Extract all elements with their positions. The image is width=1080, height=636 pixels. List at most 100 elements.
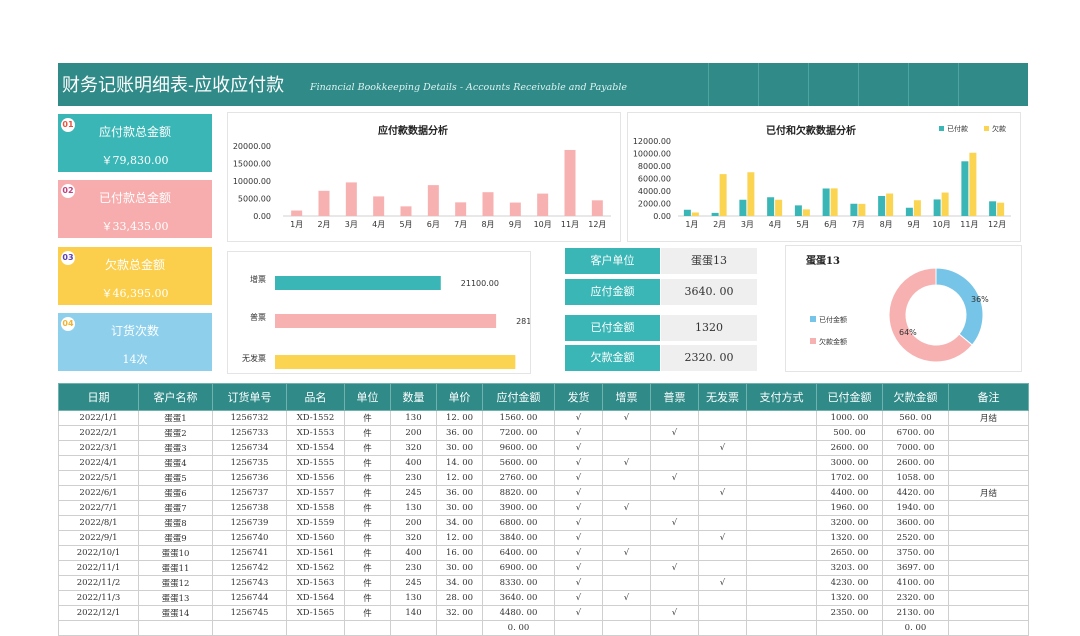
table-cell[interactable]: 件 (344, 605, 391, 621)
column-header[interactable]: 无发票 (698, 383, 747, 411)
table-cell[interactable]: 1256741 (212, 545, 287, 561)
table-cell[interactable]: XD-1554 (286, 440, 345, 456)
table-cell[interactable]: XD-1556 (286, 470, 345, 486)
table-cell[interactable] (212, 620, 287, 636)
table-cell[interactable]: 1256744 (212, 590, 287, 606)
table-cell[interactable] (602, 515, 651, 531)
table-cell[interactable]: √ (554, 410, 603, 426)
table-cell[interactable]: 件 (344, 515, 391, 531)
table-cell[interactable]: 34. 00 (436, 515, 483, 531)
table-cell[interactable]: 12. 00 (436, 410, 483, 426)
table-row[interactable]: 2022/12/1 蛋蛋14 1256745 XD-1565 件 140 32. 00 448… (58, 605, 1029, 621)
bar[interactable] (455, 202, 467, 216)
table-cell[interactable]: 1058. 00 (882, 470, 949, 486)
column-header[interactable]: 备注 (948, 383, 1029, 411)
table-cell[interactable]: √ (650, 605, 699, 621)
table-cell[interactable]: 件 (344, 560, 391, 576)
donut-slice[interactable] (935, 267, 984, 346)
table-cell[interactable]: √ (554, 575, 603, 591)
table-cell[interactable] (602, 485, 651, 501)
column-header[interactable]: 品名 (286, 383, 345, 411)
table-cell[interactable]: 0. 00 (482, 620, 555, 636)
table-cell[interactable]: 2022/9/1 (58, 530, 139, 546)
bar[interactable] (711, 212, 719, 216)
table-cell[interactable] (948, 500, 1029, 516)
bar[interactable] (858, 203, 866, 216)
table-cell[interactable]: 4100. 00 (882, 575, 949, 591)
table-cell[interactable]: 蛋蛋14 (138, 605, 213, 621)
table-cell[interactable]: 2022/2/1 (58, 425, 139, 441)
table-row[interactable]: 2022/7/1 蛋蛋7 1256738 XD-1558 件 130 30. 00 3900.… (58, 500, 1029, 516)
table-cell[interactable]: 0. 00 (882, 620, 949, 636)
table-cell[interactable]: XD-1564 (286, 590, 345, 606)
table-cell[interactable] (948, 620, 1029, 636)
table-cell[interactable]: 12. 00 (436, 470, 483, 486)
table-cell[interactable] (650, 440, 699, 456)
bar[interactable] (830, 188, 838, 216)
table-cell[interactable]: 1256743 (212, 575, 287, 591)
table-cell[interactable] (746, 590, 817, 606)
table-cell[interactable]: 230 (390, 560, 437, 576)
table-cell[interactable]: 130 (390, 410, 437, 426)
table-cell[interactable] (746, 575, 817, 591)
table-cell[interactable]: √ (698, 440, 747, 456)
table-cell[interactable]: 蛋蛋9 (138, 530, 213, 546)
table-cell[interactable]: 件 (344, 530, 391, 546)
table-row[interactable]: 2022/11/3 蛋蛋13 1256744 XD-1564 件 130 28. 00 364… (58, 590, 1029, 606)
table-cell[interactable] (650, 530, 699, 546)
table-cell[interactable] (602, 620, 651, 636)
column-header[interactable]: 应付金额 (482, 383, 555, 411)
table-cell[interactable]: 1256742 (212, 560, 287, 576)
table-cell[interactable]: 245 (390, 575, 437, 591)
table-cell[interactable]: 1256740 (212, 530, 287, 546)
table-cell[interactable]: XD-1560 (286, 530, 345, 546)
table-cell[interactable]: 4230. 00 (816, 575, 883, 591)
table-cell[interactable] (948, 545, 1029, 561)
table-row[interactable]: 2022/11/2 蛋蛋12 1256743 XD-1563 件 245 34. 00 833… (58, 575, 1029, 591)
table-cell[interactable] (602, 440, 651, 456)
table-cell[interactable]: 月结 (948, 485, 1029, 501)
table-cell[interactable] (746, 470, 817, 486)
table-row[interactable]: 2022/8/1 蛋蛋8 1256739 XD-1559 件 200 34. 00 6800.… (58, 515, 1029, 531)
table-cell[interactable] (286, 620, 345, 636)
table-cell[interactable] (650, 485, 699, 501)
table-cell[interactable]: 320 (390, 530, 437, 546)
table-cell[interactable] (746, 410, 817, 426)
table-cell[interactable]: √ (602, 500, 651, 516)
bar[interactable] (275, 276, 441, 290)
table-cell[interactable] (746, 605, 817, 621)
table-row[interactable]: 2022/2/1 蛋蛋2 1256733 XD-1553 件 200 36. 00 7200.… (58, 425, 1029, 441)
bar[interactable] (989, 201, 997, 216)
table-cell[interactable] (746, 560, 817, 576)
table-cell[interactable]: 1702. 00 (816, 470, 883, 486)
column-header[interactable]: 日期 (58, 383, 139, 411)
table-cell[interactable] (602, 425, 651, 441)
table-cell[interactable]: √ (554, 530, 603, 546)
table-cell[interactable]: 2022/7/1 (58, 500, 139, 516)
table-cell[interactable]: 2022/11/1 (58, 560, 139, 576)
table-cell[interactable] (746, 515, 817, 531)
bar[interactable] (275, 314, 497, 328)
table-cell[interactable]: 32. 00 (436, 605, 483, 621)
table-cell[interactable]: 1256735 (212, 455, 287, 471)
table-cell[interactable]: √ (602, 590, 651, 606)
table-row[interactable]: 2022/5/1 蛋蛋5 1256736 XD-1556 件 230 12. 00 2760.… (58, 470, 1029, 486)
table-cell[interactable]: 2022/1/1 (58, 410, 139, 426)
bar[interactable] (373, 196, 385, 216)
table-cell[interactable]: XD-1558 (286, 500, 345, 516)
bar[interactable] (802, 209, 810, 216)
table-cell[interactable]: 月结 (948, 410, 1029, 426)
bar[interactable] (933, 199, 941, 216)
table-cell[interactable]: 16. 00 (436, 545, 483, 561)
table-cell[interactable] (746, 485, 817, 501)
table-cell[interactable] (602, 560, 651, 576)
kpi-card-payable-total[interactable]: 01 应付款总金额 ￥79,830.00 (58, 114, 212, 172)
bar[interactable] (961, 161, 969, 216)
table-cell[interactable]: 6900. 00 (482, 560, 555, 576)
table-cell[interactable]: 3200. 00 (816, 515, 883, 531)
table-cell[interactable] (698, 455, 747, 471)
table-cell[interactable] (746, 530, 817, 546)
column-header[interactable]: 增票 (602, 383, 651, 411)
bar[interactable] (913, 200, 921, 216)
table-cell[interactable]: 36. 00 (436, 425, 483, 441)
